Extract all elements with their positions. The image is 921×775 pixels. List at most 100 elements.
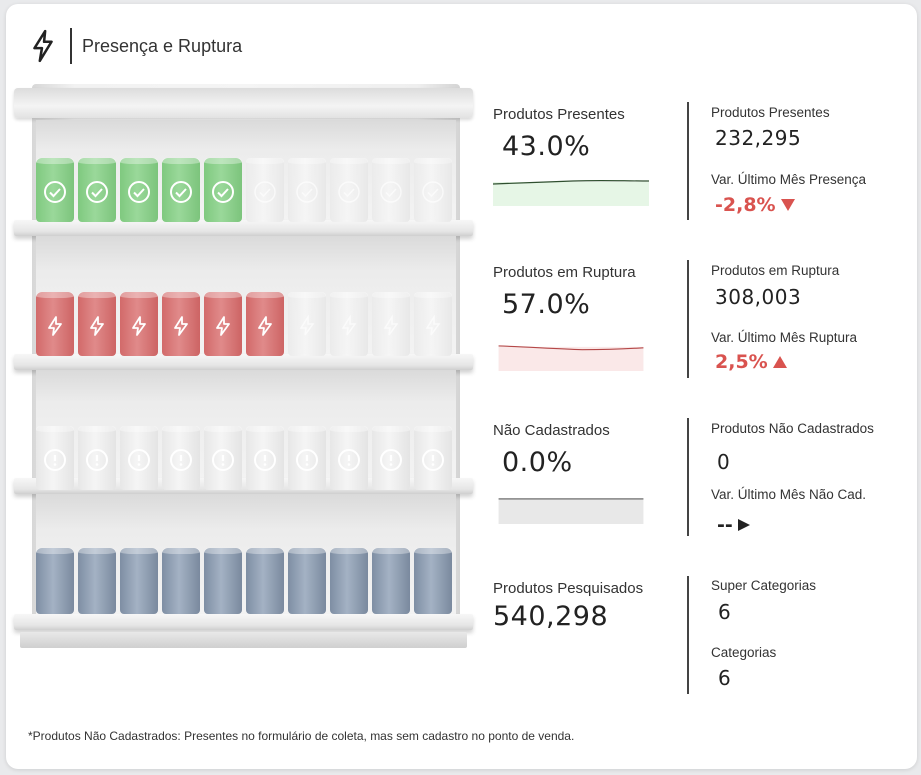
alert-circle-icon bbox=[254, 449, 276, 471]
lightning-icon bbox=[383, 314, 399, 336]
var-value: -2,8% bbox=[715, 194, 776, 216]
check-circle-icon bbox=[128, 181, 150, 203]
product-can bbox=[36, 426, 74, 490]
sparkline-presentes bbox=[493, 180, 649, 206]
alert-circle-icon bbox=[296, 449, 318, 471]
page-title: Presença e Ruptura bbox=[82, 35, 243, 56]
product-can bbox=[246, 426, 284, 490]
metric-value: 57.0% bbox=[502, 289, 591, 320]
product-can bbox=[246, 292, 284, 356]
count-presentes: 232,295 bbox=[715, 126, 802, 150]
var-label-ruptura: Var. Último Mês Ruptura bbox=[711, 330, 858, 345]
shelf-plank bbox=[14, 220, 473, 236]
check-circle-icon bbox=[422, 181, 444, 203]
product-can bbox=[330, 158, 368, 222]
metric-label: Produtos em Ruptura bbox=[493, 264, 636, 281]
product-can bbox=[36, 158, 74, 222]
product-can bbox=[204, 426, 242, 490]
product-can bbox=[78, 426, 116, 490]
divider bbox=[687, 418, 689, 536]
shelf-top bbox=[14, 88, 473, 118]
check-circle-icon bbox=[170, 181, 192, 203]
super-categorias-value: 6 bbox=[718, 600, 732, 624]
product-can bbox=[246, 158, 284, 222]
alert-circle-icon bbox=[128, 449, 150, 471]
lightning-icon bbox=[425, 314, 441, 336]
sparkline-ruptura bbox=[498, 345, 644, 371]
product-can bbox=[414, 426, 452, 490]
product-can bbox=[330, 548, 368, 614]
product-can bbox=[288, 158, 326, 222]
metric-ruptura: Produtos em Ruptura 57.0% bbox=[493, 264, 636, 320]
product-can bbox=[372, 548, 410, 614]
triangle-up-icon bbox=[772, 356, 787, 368]
count-label-ruptura: Produtos em Ruptura bbox=[711, 263, 840, 278]
alert-circle-icon bbox=[44, 449, 66, 471]
product-can bbox=[414, 548, 452, 614]
check-circle-icon bbox=[44, 181, 66, 203]
triangle-down-icon bbox=[780, 199, 795, 211]
product-can bbox=[204, 158, 242, 222]
lightning-icon bbox=[174, 316, 188, 336]
card-header: Presença e Ruptura bbox=[30, 26, 242, 66]
metric-pesquisados: Produtos Pesquisados 540,298 bbox=[493, 580, 643, 632]
metric-value: 43.0% bbox=[502, 131, 591, 162]
var-label-presentes: Var. Último Mês Presença bbox=[711, 172, 867, 187]
lightning-icon bbox=[258, 316, 272, 336]
divider bbox=[687, 102, 689, 220]
metric-label: Não Cadastrados bbox=[493, 422, 610, 439]
categorias-label: Categorias bbox=[711, 645, 777, 660]
check-circle-icon bbox=[380, 181, 402, 203]
product-can bbox=[78, 548, 116, 614]
var-ruptura: 2,5% bbox=[715, 351, 788, 373]
metric-label: Produtos Pesquisados bbox=[493, 580, 644, 597]
product-can bbox=[120, 158, 158, 222]
product-can bbox=[204, 548, 242, 614]
lightning-icon bbox=[132, 316, 146, 336]
alert-circle-icon bbox=[170, 449, 192, 471]
metric-presentes: Produtos Presentes 43.0% bbox=[493, 106, 625, 162]
check-circle-icon bbox=[338, 181, 360, 203]
var-nao-cadastrados: -- bbox=[717, 514, 751, 536]
categorias-value: 6 bbox=[718, 666, 732, 690]
lightning-icon bbox=[299, 314, 315, 336]
lightning-icon bbox=[90, 316, 104, 336]
product-can bbox=[330, 426, 368, 490]
shelf-illustration bbox=[14, 84, 476, 650]
product-can bbox=[246, 548, 284, 614]
lightning-icon bbox=[48, 316, 62, 336]
lightning-icon bbox=[216, 316, 230, 336]
count-label-nao-cadastrados: Produtos Não Cadastrados bbox=[711, 421, 874, 436]
product-can bbox=[414, 292, 452, 356]
metric-nao-cadastrados: Não Cadastrados 0.0% bbox=[493, 422, 610, 478]
product-can bbox=[162, 292, 200, 356]
product-can bbox=[162, 158, 200, 222]
product-can bbox=[78, 292, 116, 356]
alert-circle-icon bbox=[86, 449, 108, 471]
alert-circle-icon bbox=[338, 449, 360, 471]
var-value: 2,5% bbox=[715, 351, 768, 373]
lightning-icon bbox=[341, 314, 357, 336]
var-value: -- bbox=[717, 514, 733, 536]
footnote: *Produtos Não Cadastrados: Presentes no … bbox=[28, 729, 575, 743]
alert-circle-icon bbox=[422, 449, 444, 471]
product-can bbox=[288, 548, 326, 614]
sparkline-nao-cadastrados bbox=[498, 498, 644, 524]
product-can bbox=[204, 292, 242, 356]
product-can bbox=[288, 426, 326, 490]
metric-value: 0.0% bbox=[502, 447, 573, 478]
shelf-base bbox=[20, 632, 467, 648]
check-circle-icon bbox=[86, 181, 108, 203]
count-nao-cadastrados: 0 bbox=[717, 450, 731, 474]
product-can bbox=[162, 548, 200, 614]
product-can bbox=[120, 292, 158, 356]
product-can bbox=[162, 426, 200, 490]
check-circle-icon bbox=[212, 181, 234, 203]
product-can bbox=[120, 548, 158, 614]
product-can bbox=[414, 158, 452, 222]
divider bbox=[687, 260, 689, 378]
product-can bbox=[36, 548, 74, 614]
product-can bbox=[330, 292, 368, 356]
var-label-nao-cadastrados: Var. Último Mês Não Cad. bbox=[711, 487, 867, 502]
product-can bbox=[372, 426, 410, 490]
